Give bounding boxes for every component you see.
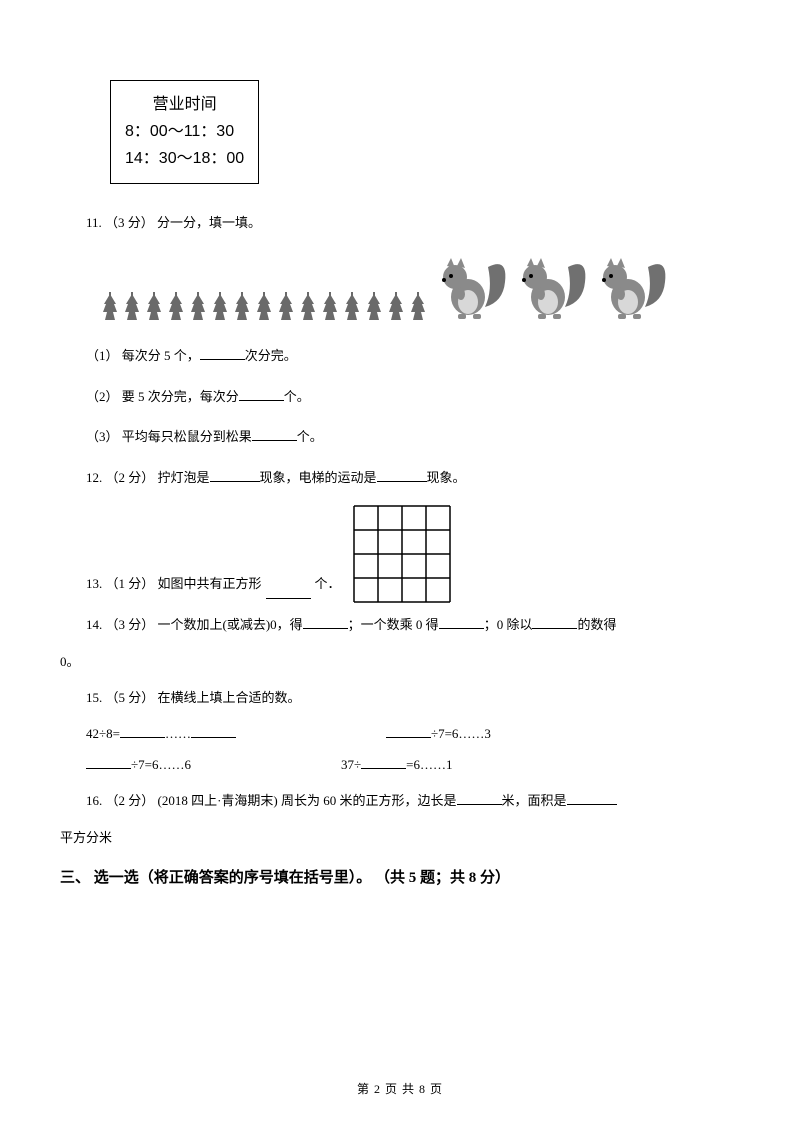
blank bbox=[532, 616, 577, 629]
blank bbox=[120, 725, 165, 738]
hours-line1: 8：00～11：30 bbox=[125, 118, 244, 145]
hours-title: 营业时间 bbox=[125, 91, 244, 118]
pinecone-icon bbox=[254, 292, 274, 322]
blank bbox=[239, 388, 284, 401]
q12: 12. （2 分） 拧灯泡是现象，电梯的运动是现象。 bbox=[60, 464, 740, 493]
q16: 16. （2 分） (2018 四上·青海期末) 周长为 60 米的正方形，边长… bbox=[60, 787, 740, 816]
pinecone-icon bbox=[298, 292, 318, 322]
grid-figure bbox=[353, 505, 451, 603]
q16-line2: 平方分米 bbox=[60, 827, 740, 846]
squirrel-icon bbox=[513, 252, 588, 322]
blank bbox=[377, 469, 427, 482]
pinecone-icon bbox=[188, 292, 208, 322]
pinecone-icon bbox=[122, 292, 142, 322]
pinecone-icon bbox=[276, 292, 296, 322]
q15-stem: 15. （5 分） 在横线上填上合适的数。 bbox=[60, 684, 740, 713]
pinecone-icon bbox=[408, 292, 428, 322]
blank bbox=[200, 347, 245, 360]
blank bbox=[303, 616, 348, 629]
pinecone-icon bbox=[320, 292, 340, 322]
blank bbox=[86, 756, 131, 769]
blank bbox=[266, 586, 311, 599]
pinecone-icon bbox=[342, 292, 362, 322]
page-footer: 第 2 页 共 8 页 bbox=[0, 1080, 800, 1097]
hours-line2: 14：30～18：00 bbox=[125, 145, 244, 172]
pinecone-icon bbox=[386, 292, 406, 322]
q11-sub3: （3） 平均每只松鼠分到松果个。 bbox=[86, 423, 740, 452]
blank bbox=[210, 469, 260, 482]
squirrel-icon bbox=[593, 252, 668, 322]
pinecone-icon bbox=[232, 292, 252, 322]
blank bbox=[361, 756, 406, 769]
blank bbox=[567, 792, 617, 805]
squirrel-icon bbox=[433, 252, 508, 322]
q14: 14. （3 分） 一个数加上(或减去)0，得；一个数乘 0 得；0 除以的数得 bbox=[60, 611, 740, 640]
blank bbox=[386, 725, 431, 738]
blank bbox=[457, 792, 502, 805]
blank bbox=[439, 616, 484, 629]
q11-sub2: （2） 要 5 次分完，每次分个。 bbox=[86, 383, 740, 412]
q13: 13. （1 分） 如图中共有正方形 个． bbox=[86, 505, 740, 599]
q11-stem: 11. （3 分） 分一分，填一填。 bbox=[60, 209, 740, 238]
pinecone-icon bbox=[364, 292, 384, 322]
pinecone-icon bbox=[100, 292, 120, 322]
pinecone-icon bbox=[166, 292, 186, 322]
q15-row1: 42÷8=…… ÷7=6……3 bbox=[86, 725, 740, 742]
q15-row2: ÷7=6……6 37÷=6……1 bbox=[86, 756, 740, 773]
section-3-header: 三、 选一选（将正确答案的序号填在括号里）。 （共 5 题；共 8 分） bbox=[60, 866, 740, 887]
q14-line2: 0。 bbox=[60, 651, 740, 670]
blank bbox=[252, 428, 297, 441]
q11-illustration bbox=[100, 252, 740, 322]
q11-sub1: （1） 每次分 5 个，次分完。 bbox=[86, 342, 740, 371]
pinecone-icon bbox=[210, 292, 230, 322]
blank bbox=[191, 725, 236, 738]
pinecone-icon bbox=[144, 292, 164, 322]
